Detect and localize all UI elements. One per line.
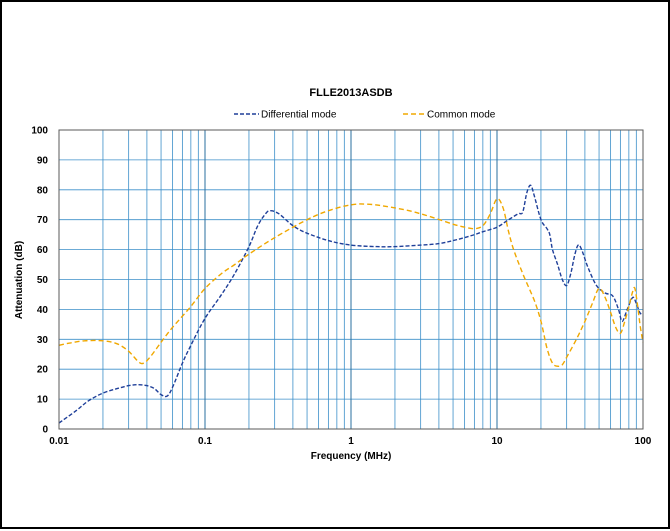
y-tick-label: 30 [37,335,49,346]
x-tick-label: 0.1 [198,436,212,447]
chart-title: FLLE2013ASDB [309,87,392,99]
legend-label-differential: Differential mode [261,110,337,121]
plot-border [58,129,644,430]
y-tick-label: 100 [31,126,48,137]
series-group [58,184,644,424]
x-tick-label: 1 [348,436,354,447]
series-line-common-mode [58,197,644,368]
y-tick-label: 60 [37,245,49,256]
y-tick-label: 0 [42,425,48,436]
x-tick-label: 0.01 [49,436,69,447]
tick-labels: 0 10 20 30 40 50 60 70 80 90 100 0.01 0.1 1 10 100 [31,126,651,448]
grid [58,129,644,430]
y-tick-label: 10 [37,395,49,406]
x-tick-label: 10 [491,436,503,447]
x-axis-label: Frequency (MHz) [311,451,392,462]
legend: Differential mode Common mode [234,110,496,121]
y-tick-label: 40 [37,305,49,316]
y-tick-label: 20 [37,365,49,376]
y-tick-label: 80 [37,185,49,196]
legend-label-common: Common mode [427,110,496,121]
y-tick-label: 90 [37,155,49,166]
y-axis-label: Attenuation (dB) [14,241,25,319]
x-tick-label: 100 [635,436,652,447]
y-tick-label: 50 [37,275,49,286]
y-tick-label: 70 [37,215,49,226]
